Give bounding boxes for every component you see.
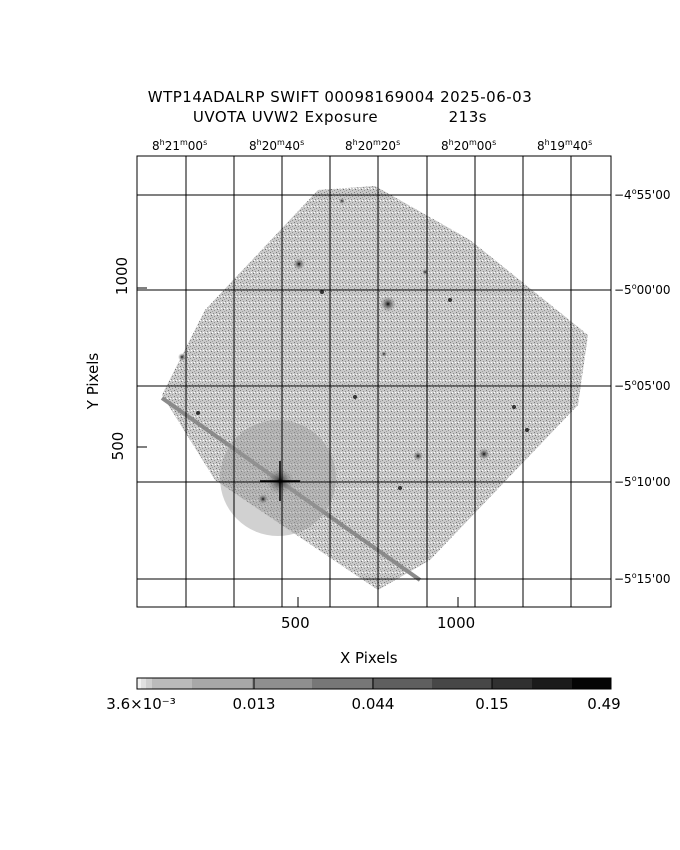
star bbox=[353, 395, 357, 399]
image-subtitle: UVOTA UVW2 Exposure 213s bbox=[0, 108, 680, 126]
y-tick-label: 500 bbox=[109, 431, 127, 461]
star bbox=[380, 296, 396, 312]
star bbox=[258, 494, 268, 504]
ra-label: 8h20m20s bbox=[345, 138, 401, 153]
ra-label: 8h20m00s bbox=[441, 138, 497, 153]
colorbar-label: 0.49 bbox=[587, 695, 621, 713]
colorbar-label: 0.013 bbox=[232, 695, 276, 713]
colorbar-label: 0.15 bbox=[475, 695, 509, 713]
star bbox=[478, 448, 490, 460]
star bbox=[196, 411, 200, 415]
y-axis-title: Y Pixels bbox=[84, 352, 102, 410]
star bbox=[320, 290, 324, 294]
x-tick-label: 1000 bbox=[437, 614, 476, 632]
star bbox=[525, 428, 529, 432]
star bbox=[178, 353, 186, 361]
colorbar bbox=[136, 677, 612, 690]
star bbox=[381, 351, 387, 357]
ra-label: 8h20m40s bbox=[249, 138, 305, 153]
exposure-label: UVOTA UVW2 Exposure bbox=[192, 108, 379, 126]
colorbar-label: 3.6×10⁻³ bbox=[106, 695, 176, 713]
star bbox=[339, 198, 345, 204]
ra-label: 8h19m40s bbox=[537, 138, 593, 153]
pixel-ticks bbox=[137, 287, 459, 607]
dec-grid bbox=[137, 194, 611, 580]
x-axis-title: X Pixels bbox=[340, 649, 398, 667]
plot-frame bbox=[136, 155, 612, 608]
dec-label: −5o15'00 bbox=[614, 571, 671, 586]
colorbar-label: 0.044 bbox=[351, 695, 395, 713]
dec-label: −4o55'00 bbox=[614, 187, 671, 202]
dec-label: −5o05'00 bbox=[614, 378, 671, 393]
ra-label: 8h21m00s bbox=[152, 138, 208, 153]
dec-label: −5o10'00 bbox=[614, 474, 671, 489]
ra-grid bbox=[185, 156, 572, 607]
star bbox=[293, 258, 305, 270]
star bbox=[512, 405, 516, 409]
star bbox=[448, 298, 452, 302]
star bbox=[413, 451, 423, 461]
y-tick-label: 1000 bbox=[113, 256, 131, 296]
exposure-time: 213s bbox=[448, 108, 488, 126]
dec-label: −5o00'00 bbox=[614, 282, 671, 297]
x-tick-label: 500 bbox=[281, 614, 310, 632]
exposure-footprint bbox=[162, 186, 588, 590]
star bbox=[398, 486, 402, 490]
image-title: WTP14ADALRP SWIFT 00098169004 2025-06-03 bbox=[147, 88, 533, 106]
